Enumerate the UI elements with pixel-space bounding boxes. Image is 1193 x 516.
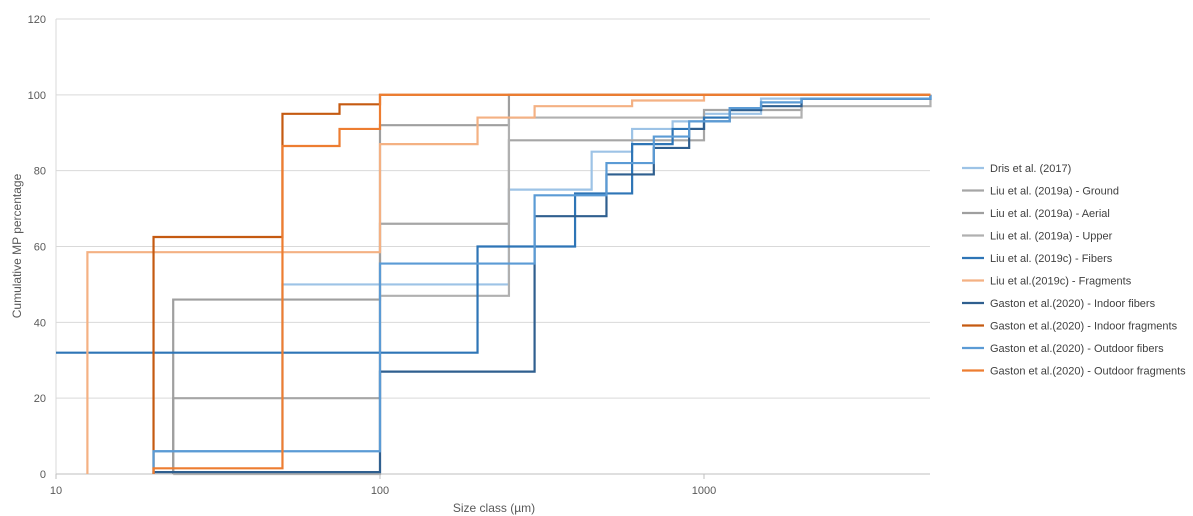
series-line-10 [152,93,931,474]
x-tick-label: 100 [371,485,389,497]
legend-label: Liu et al. (2019a) - Aerial [990,208,1110,220]
legend-label: Gaston et al.(2020) - Indoor fibers [990,298,1156,310]
y-tick-label: 0 [40,469,46,481]
legend-label: Liu et al. (2019c) - Fibers [990,253,1113,265]
legend-label: Gaston et al.(2020) - Indoor fragments [990,321,1178,333]
axes [55,19,930,479]
legend-entry: Gaston et al.(2020) - Outdoor fragments [962,366,1186,378]
legend-entry: Liu et al. (2019c) - Fibers [962,253,1113,265]
legend-label: Liu et al. (2019a) - Upper [990,231,1113,243]
series-line-7 [152,94,932,474]
x-axis-title: Size class (µm) [453,501,535,515]
legend-label: Liu et al. (2019a) - Ground [990,186,1119,198]
plot-series [56,93,932,476]
series-line-2 [172,97,931,474]
legend-entry: Liu et al. (2019a) - Aerial [962,208,1110,220]
series-line-9 [152,94,932,474]
gridlines [56,18,930,399]
legend-entry: Dris et al. (2017) [962,163,1071,175]
series-line-4 [173,98,932,476]
series-line-6 [86,93,931,474]
legend-label: Liu et al.(2019c) - Fragments [990,276,1132,288]
x-tick-label: 10 [50,485,62,497]
legend-entry: Gaston et al.(2020) - Indoor fibers [962,298,1156,310]
y-tick-label: 40 [34,317,46,329]
y-tick-labels: 0 20 40 60 80 100 120 [28,14,46,481]
legend-entry: Gaston et al.(2020) - Indoor fragments [962,321,1178,333]
legend-entry: Gaston et al.(2020) - Outdoor fibers [962,343,1164,355]
series-line-1 [152,97,931,474]
legend-label: Gaston et al.(2020) - Outdoor fibers [990,343,1164,355]
legend: Dris et al. (2017) Liu et al. (2019a) - G… [962,163,1186,378]
y-tick-label: 60 [34,242,46,254]
x-tick-label: 1000 [692,485,716,497]
legend-label: Gaston et al.(2020) - Outdoor fragments [990,366,1186,378]
y-tick-label: 120 [28,14,46,26]
x-tick-labels: 10 100 1000 [50,485,716,497]
legend-entry: Liu et al. (2019a) - Upper [962,231,1113,243]
y-tick-label: 20 [34,393,46,405]
y-tick-label: 100 [28,90,46,102]
y-axis-title: Cumulative MP percentage [10,173,24,318]
legend-entry: Liu et al. (2019a) - Ground [962,186,1119,198]
legend-label: Dris et al. (2017) [990,163,1071,175]
y-tick-label: 80 [34,166,46,178]
legend-entry: Liu et al.(2019c) - Fragments [962,276,1132,288]
series-line-8 [152,93,931,474]
